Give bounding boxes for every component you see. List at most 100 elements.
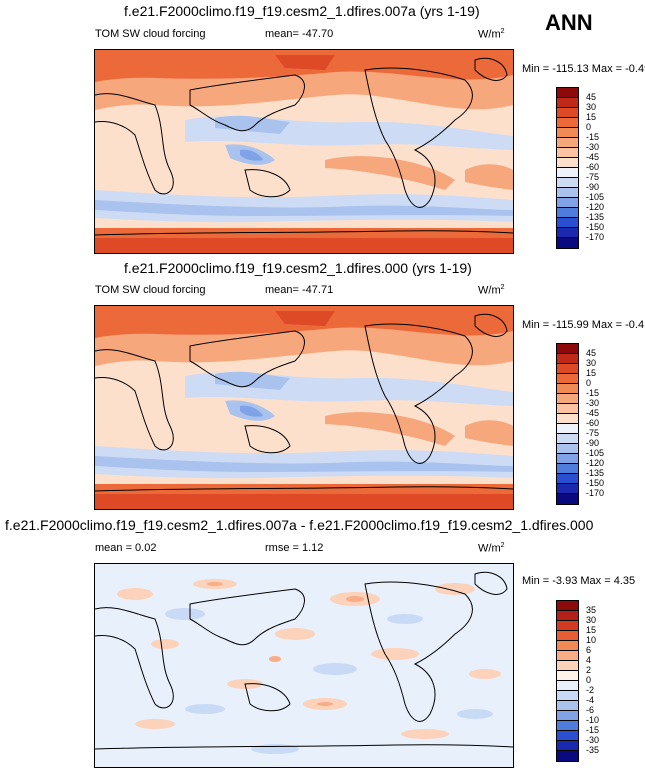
panel-2-map	[94, 305, 514, 510]
panel-3-colorbar-bin	[557, 661, 578, 671]
colorbar-tick-label: -45	[586, 408, 600, 418]
panel-2-colorbar-bin	[557, 374, 578, 384]
panel-1-colorbar-bin	[557, 138, 578, 148]
season-label: ANN	[545, 10, 593, 35]
panel-1-colorbar-bin	[557, 188, 578, 198]
colorbar-tick-label: 0	[586, 122, 592, 132]
colorbar-tick-label: 35	[586, 605, 597, 615]
panel-3-minmax: Min = -3.93 Max = 4.35	[522, 575, 636, 587]
panel-2-colorbar-bin	[557, 364, 578, 374]
colorbar-tick-label: -90	[586, 438, 600, 448]
panel-3-colorbar-bin	[557, 601, 578, 611]
panel-3-colorbar-bin	[557, 751, 578, 761]
colorbar-tick-label: 30	[586, 358, 597, 368]
colorbar-tick-label: 15	[586, 112, 597, 122]
panel-3-colorbar-bin	[557, 691, 578, 701]
colorbar-tick-label: 2	[586, 665, 592, 675]
colorbar-tick-label: -170	[586, 488, 605, 498]
panel-3-colorbar-bin	[557, 611, 578, 621]
panel-1-colorbar-bin	[557, 98, 578, 108]
panel-1-colorbar-bin	[557, 218, 578, 228]
panel-2-title: f.e21.F2000climo.f19_f19.cesm2_1.dfires.…	[124, 260, 472, 276]
panel-1-colorbar-bin	[557, 178, 578, 188]
colorbar-tick-label: 0	[586, 675, 592, 685]
colorbar-tick-label: -45	[586, 152, 600, 162]
colorbar-tick-label: 30	[586, 615, 597, 625]
panel-3-colorbar-bin	[557, 741, 578, 751]
colorbar-tick-label: -105	[586, 192, 605, 202]
colorbar-tick-label: -60	[586, 162, 600, 172]
panel-1-variable-label: TOM SW cloud forcing	[95, 28, 206, 40]
colorbar-tick-label: 30	[586, 102, 597, 112]
panel-3-rmse-label: rmse = 1.12	[265, 542, 324, 554]
colorbar-tick-label: -15	[586, 388, 600, 398]
panel-2-colorbar-bin	[557, 494, 578, 504]
panel-1-colorbar-bin	[557, 108, 578, 118]
panel-2-units: W/m2	[478, 284, 505, 297]
panel-2-colorbar	[556, 343, 579, 505]
colorbar-tick-label: -10	[586, 715, 600, 725]
panel-1-colorbar-bin	[557, 148, 578, 158]
colorbar-tick-label: 45	[586, 348, 597, 358]
panel-1-colorbar-bin	[557, 208, 578, 218]
colorbar-tick-label: -105	[586, 448, 605, 458]
panel-3-colorbar-bin	[557, 711, 578, 721]
colorbar-tick-label: 45	[586, 92, 597, 102]
colorbar-tick-label: -75	[586, 428, 600, 438]
panel-2-colorbar-bin	[557, 384, 578, 394]
panel-1-title: f.e21.F2000climo.f19_f19.cesm2_1.dfires.…	[124, 3, 480, 19]
colorbar-tick-label: 4	[586, 655, 592, 665]
panel-1-map	[94, 49, 514, 254]
colorbar-tick-label: -15	[586, 725, 600, 735]
panel-2-colorbar-bin	[557, 444, 578, 454]
panel-3-colorbar-bin	[557, 671, 578, 681]
panel-1-colorbar-bin	[557, 88, 578, 98]
panel-3-colorbar-bin	[557, 631, 578, 641]
panel-3-map	[94, 563, 514, 768]
colorbar-tick-label: -150	[586, 222, 605, 232]
colorbar-tick-label: -120	[586, 202, 605, 212]
panel-3-units: W/m2	[478, 542, 505, 555]
panel-1-colorbar-bin	[557, 158, 578, 168]
panel-1-colorbar-bin	[557, 128, 578, 138]
panel-3-colorbar-bin	[557, 731, 578, 741]
panel-3-colorbar-bin	[557, 621, 578, 631]
panel-3-title: f.e21.F2000climo.f19_f19.cesm2_1.dfires.…	[5, 517, 594, 533]
panel-3-colorbar-bin	[557, 701, 578, 711]
panel-2-colorbar-bin	[557, 344, 578, 354]
colorbar-tick-label: 10	[586, 635, 597, 645]
colorbar-tick-label: -150	[586, 478, 605, 488]
panel-1-colorbar-bin	[557, 168, 578, 178]
panel-2-colorbar-bin	[557, 404, 578, 414]
panel-2-minmax: Min = -115.99 Max = -0.41	[522, 319, 645, 331]
panel-2-colorbar-bin	[557, 424, 578, 434]
colorbar-tick-label: -30	[586, 142, 600, 152]
panel-1-colorbar-bin	[557, 228, 578, 238]
colorbar-tick-label: 15	[586, 625, 597, 635]
colorbar-tick-label: -60	[586, 418, 600, 428]
colorbar-tick-label: 0	[586, 378, 592, 388]
panel-3-colorbar-bin	[557, 641, 578, 651]
colorbar-tick-label: 6	[586, 645, 592, 655]
panel-3-colorbar-bin	[557, 681, 578, 691]
colorbar-tick-label: -90	[586, 182, 600, 192]
panel-1-minmax: Min = -115.13 Max = -0.49	[522, 63, 645, 75]
colorbar-tick-label: -35	[586, 745, 600, 755]
colorbar-tick-label: -30	[586, 735, 600, 745]
panel-1-mean-label: mean= -47.70	[265, 28, 334, 40]
panel-3-colorbar-bin	[557, 651, 578, 661]
colorbar-tick-label: -4	[586, 695, 595, 705]
panel-3-mean-label: mean = 0.02	[95, 542, 157, 554]
panel-2-colorbar-bin	[557, 454, 578, 464]
colorbar-tick-label: -135	[586, 212, 605, 222]
panel-2-colorbar-bin	[557, 394, 578, 404]
panel-2-colorbar-bin	[557, 434, 578, 444]
colorbar-tick-label: -15	[586, 132, 600, 142]
panel-2-colorbar-bin	[557, 484, 578, 494]
panel-3-colorbar-bin	[557, 721, 578, 731]
panel-1-colorbar-bin	[557, 238, 578, 248]
colorbar-tick-label: -6	[586, 705, 595, 715]
panel-1-colorbar-bin	[557, 118, 578, 128]
panel-1-units: W/m2	[478, 28, 505, 41]
colorbar-tick-label: 15	[586, 368, 597, 378]
